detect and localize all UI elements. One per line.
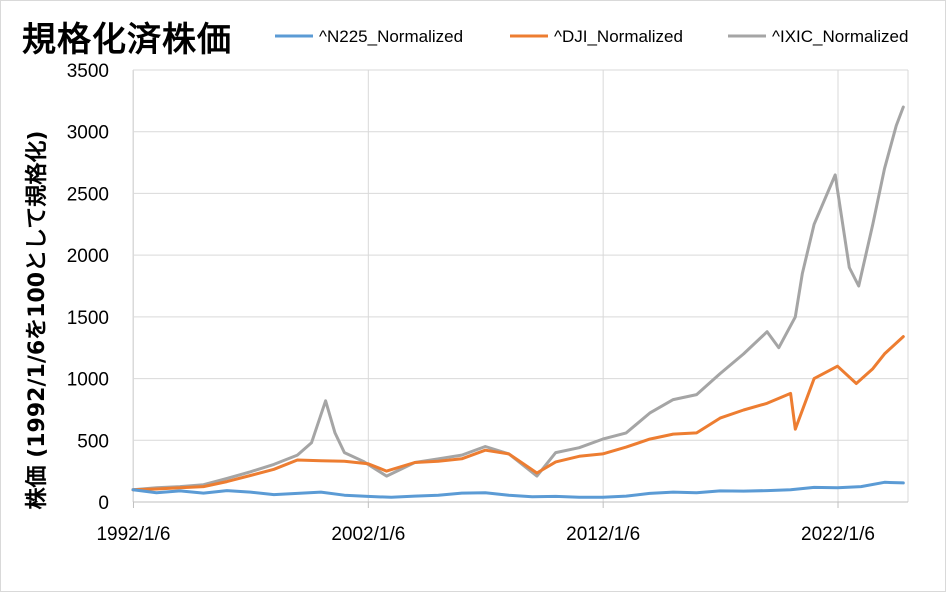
x-tick-label: 1992/1/6 — [96, 524, 170, 545]
legend-label: ^IXIC_Normalized — [772, 27, 908, 46]
y-tick-label: 500 — [77, 431, 109, 452]
series-line-ixic-normalized — [131, 105, 905, 492]
y-tick-label: 2000 — [67, 246, 109, 267]
x-tick-label: 2002/1/6 — [331, 524, 405, 545]
y-tick-label: 2500 — [67, 184, 109, 205]
legend: ^N225_Normalized ^DJI_Normalized ^IXIC_Nor… — [275, 27, 908, 46]
chart-title: 規格化済株価 — [22, 20, 232, 60]
series-line-n225-normalized — [131, 480, 905, 499]
gridlines — [132, 69, 909, 503]
y-tick-label: 0 — [98, 493, 109, 514]
x-axis-ticks: 1992/1/6 2002/1/6 2012/1/6 2022/1/6 — [96, 502, 875, 545]
series-line-dji-normalized — [131, 335, 905, 492]
y-tick-label: 3500 — [67, 61, 109, 82]
legend-label: ^N225_Normalized — [319, 27, 463, 46]
series-lines — [131, 105, 905, 499]
y-tick-label: 1000 — [67, 370, 109, 391]
y-axis-label: 株価 (1992/1/6を100として規格化) — [24, 131, 50, 510]
y-tick-label: 1500 — [67, 308, 109, 329]
y-tick-label: 3000 — [67, 123, 109, 144]
legend-label: ^DJI_Normalized — [554, 27, 683, 46]
x-tick-label: 2022/1/6 — [801, 524, 875, 545]
y-axis-ticks: 0 500 1000 1500 2000 2500 3000 3500 — [67, 61, 109, 514]
x-tick-label: 2012/1/6 — [566, 524, 640, 545]
